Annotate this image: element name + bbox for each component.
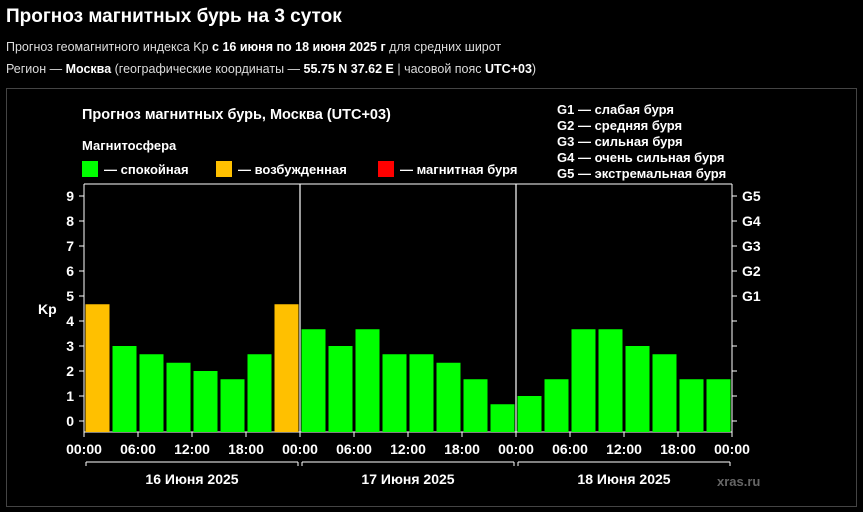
subtitle-text: | часовой пояс xyxy=(393,62,485,76)
subtitle-region: Регион — Москва (географические координа… xyxy=(6,62,536,76)
x-axis: 00:00 06:00 12:00 18:00 00:00 06:00 12:00 18:00… xyxy=(66,432,750,487)
g-legend-item: G3 — сильная буря xyxy=(557,134,683,149)
kp-bar xyxy=(355,329,380,432)
kp-bar xyxy=(490,404,515,432)
y-tick-label: 5 xyxy=(66,288,74,304)
region-name: Москва xyxy=(65,62,112,76)
kp-bar xyxy=(463,379,488,432)
kp-bar xyxy=(328,346,353,432)
g-legend-item: G1 — слабая буря xyxy=(557,102,674,117)
g-legend-item: G5 — экстремальная буря xyxy=(557,166,726,181)
kp-bar xyxy=(139,354,164,432)
g-scale-tick-label: G1 xyxy=(742,288,761,304)
x-tick-label: 12:00 xyxy=(390,441,426,457)
x-tick-label: 12:00 xyxy=(606,441,642,457)
y-tick-label: 7 xyxy=(66,238,74,254)
x-tick-label: 12:00 xyxy=(174,441,210,457)
kp-bar xyxy=(517,396,542,432)
page-title: Прогноз магнитных бурь на 3 суток xyxy=(6,6,342,27)
kp-bar xyxy=(220,379,245,432)
y-tick-label: 9 xyxy=(66,188,74,204)
kp-bar xyxy=(598,329,623,432)
subtitle-text: Прогноз геомагнитного индекса Kp xyxy=(6,40,213,54)
kp-bar xyxy=(382,354,407,432)
forecast-dates: с 16 июня по 18 июня 2025 г xyxy=(212,40,386,54)
kp-bar xyxy=(247,354,272,432)
x-tick-label: 00:00 xyxy=(714,441,750,457)
kp-bar xyxy=(112,346,137,432)
subtitle-forecast-range: Прогноз геомагнитного индекса Kp с 16 ию… xyxy=(6,40,501,54)
timezone: UTC+03 xyxy=(485,62,532,76)
legend-swatch-active xyxy=(216,161,232,177)
kp-bar xyxy=(652,354,677,432)
watermark: xras.ru xyxy=(717,474,760,489)
legend-title: Магнитосфера xyxy=(82,138,177,153)
legend-label-quiet: — спокойная xyxy=(104,162,189,177)
x-tick-label: 06:00 xyxy=(120,441,156,457)
legend: — спокойная — возбужденная — магнитная бур… xyxy=(82,161,517,177)
x-tick-label: 06:00 xyxy=(336,441,372,457)
g-scale-tick-label: G3 xyxy=(742,238,761,254)
day-label: 17 Июня 2025 xyxy=(361,471,454,487)
kp-bar xyxy=(301,329,326,432)
kp-bar xyxy=(409,354,434,432)
day-label: 18 Июня 2025 xyxy=(577,471,670,487)
subtitle-text: (географические координаты — xyxy=(111,62,304,76)
g-legend-item: G4 — очень сильная буря xyxy=(557,150,724,165)
kp-bar xyxy=(544,379,569,432)
kp-bar xyxy=(625,346,650,432)
kp-bar xyxy=(679,379,704,432)
bars xyxy=(85,304,731,432)
kp-bar xyxy=(193,371,218,432)
x-tick-label: 18:00 xyxy=(444,441,480,457)
region-coords: 55.75 N 37.62 E xyxy=(303,62,394,76)
g-scale-tick-label: G5 xyxy=(742,188,761,204)
g-legend-item: G2 — средняя буря xyxy=(557,118,682,133)
kp-bar xyxy=(706,379,731,432)
day-label: 16 Июня 2025 xyxy=(145,471,238,487)
kp-bar xyxy=(436,362,461,432)
kp-bar xyxy=(274,304,299,432)
x-tick-label: 18:00 xyxy=(228,441,264,457)
subtitle-text: Регион — xyxy=(6,62,66,76)
y-tick-label: 1 xyxy=(66,388,74,404)
legend-swatch-quiet xyxy=(82,161,98,177)
x-tick-label: 00:00 xyxy=(66,441,102,457)
y-tick-label: 2 xyxy=(66,363,74,379)
chart-panel xyxy=(6,88,857,507)
x-tick-label: 00:00 xyxy=(282,441,318,457)
y-tick-label: 6 xyxy=(66,263,74,279)
kp-bar xyxy=(85,304,110,432)
y-tick-label: 4 xyxy=(66,313,74,329)
chart-title: Прогноз магнитных бурь, Москва (UTC+03) xyxy=(82,107,391,123)
g-scale-tick-label: G4 xyxy=(742,213,761,229)
legend-label-active: — возбужденная xyxy=(238,162,347,177)
g-scale-tick-label: G2 xyxy=(742,263,761,279)
x-tick-label: 18:00 xyxy=(660,441,696,457)
legend-swatch-storm xyxy=(378,161,394,177)
x-tick-label: 06:00 xyxy=(552,441,588,457)
y-tick-label: 0 xyxy=(66,413,74,429)
legend-label-storm: — магнитная буря xyxy=(400,162,517,177)
y-axis-label: Kp xyxy=(38,301,57,317)
y-tick-label: 3 xyxy=(66,338,74,354)
kp-bar xyxy=(571,329,596,432)
kp-bar xyxy=(166,362,191,432)
subtitle-text: для средних широт xyxy=(385,40,502,54)
subtitle-text: ) xyxy=(531,62,537,76)
y-tick-label: 8 xyxy=(66,213,74,229)
x-tick-label: 00:00 xyxy=(498,441,534,457)
